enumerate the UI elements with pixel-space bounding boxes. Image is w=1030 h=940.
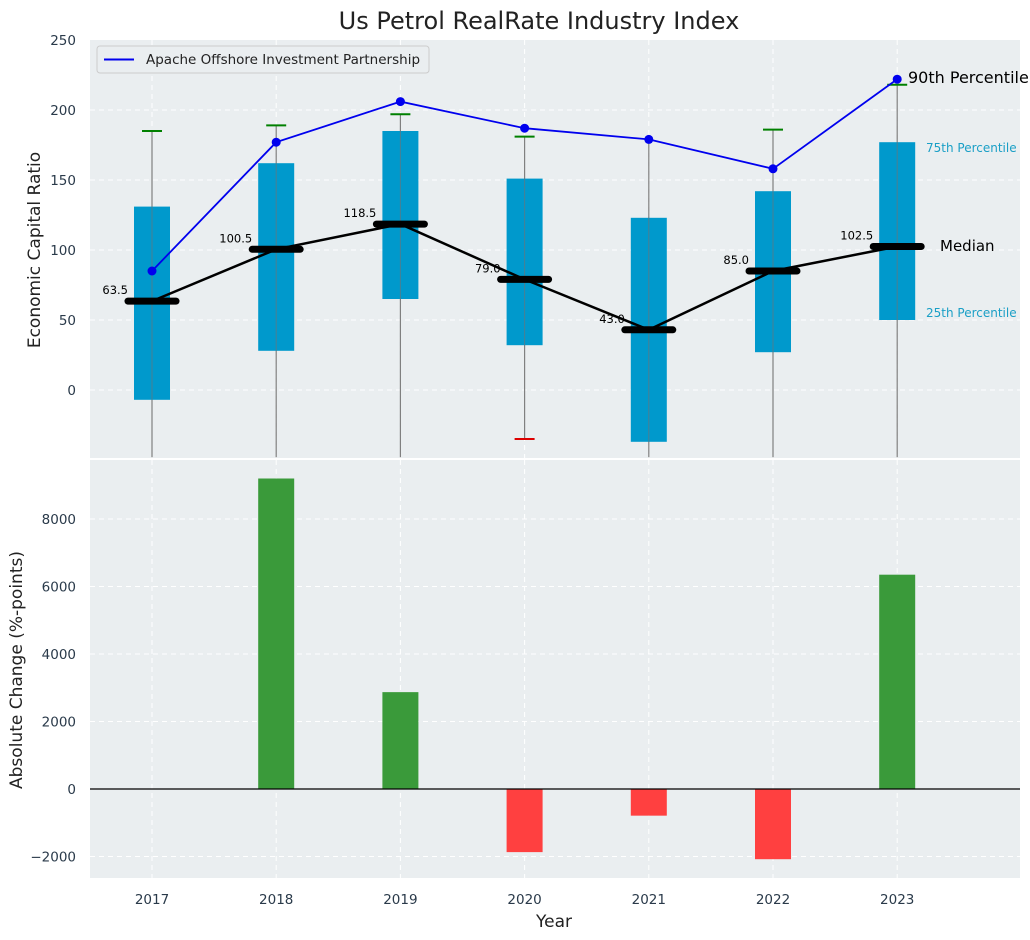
xtick-2023: 2023: [880, 892, 914, 908]
median-label-2021: 43.0: [599, 312, 625, 326]
chart-title: Us Petrol RealRate Industry Index: [339, 7, 740, 35]
bottom-ytick-0: 0: [67, 782, 76, 798]
change-bar-2020: [506, 789, 543, 853]
bottom-ytick-6000: 6000: [42, 580, 76, 596]
median-annotation: Median: [940, 237, 995, 255]
change-bar-2021: [630, 789, 667, 816]
xtick-2019: 2019: [383, 892, 417, 908]
company-series: [147, 74, 902, 276]
company-point-2018: [271, 137, 281, 147]
company-point-2020: [520, 123, 530, 133]
median-label-2020: 79.0: [475, 261, 501, 275]
xtick-2018: 2018: [259, 892, 293, 908]
median-label-2018: 100.5: [219, 231, 252, 245]
median-label-2019: 118.5: [343, 206, 376, 220]
x-tick-labels: 2017 2018 2019 2020 2021 2022 2023: [135, 892, 915, 908]
company-point-2021: [644, 134, 654, 144]
xtick-2017: 2017: [135, 892, 169, 908]
bottom-plot-area: [90, 460, 1020, 878]
bottom-y-tick-labels: −2000 0 2000 4000 6000 8000: [30, 512, 76, 866]
x-axis-label: Year: [535, 912, 572, 932]
change-bars: [258, 478, 916, 860]
median-trend: [124, 220, 925, 334]
bottom-ytick-8000: 8000: [42, 512, 76, 528]
bottom-ytick-4000: 4000: [42, 647, 76, 663]
median-value-labels: 63.5 100.5 118.5 79.0 43.0 85.0 102.5: [102, 206, 873, 326]
bottom-ytick--2000: −2000: [30, 850, 76, 866]
company-point-2017: [147, 266, 157, 276]
median-label-2023: 102.5: [840, 229, 873, 243]
top-ytick-250: 250: [50, 33, 76, 49]
top-ytick-50: 50: [59, 313, 76, 329]
company-point-2022: [768, 164, 778, 174]
top-y-tick-labels: 0 50 100 150 200 250: [50, 33, 76, 399]
xtick-2021: 2021: [632, 892, 666, 908]
p90-annotation: 90th Percentile: [908, 68, 1029, 87]
median-label-2017: 63.5: [102, 283, 128, 297]
top-y-axis-label: Economic Capital Ratio: [25, 152, 45, 348]
p75-annotation: 75th Percentile: [926, 141, 1017, 155]
legend: Apache Offshore Investment Partnership: [96, 45, 430, 74]
change-bar-2022: [755, 789, 791, 860]
bottom-ytick-2000: 2000: [42, 715, 76, 731]
top-ytick-200: 200: [50, 103, 76, 119]
median-label-2022: 85.0: [723, 253, 749, 267]
top-ytick-0: 0: [67, 383, 76, 399]
top-ytick-100: 100: [50, 243, 76, 259]
change-bar-2018: [258, 478, 295, 789]
xtick-2020: 2020: [507, 892, 541, 908]
legend-entry-company: Apache Offshore Investment Partnership: [146, 52, 420, 68]
p25-annotation: 25th Percentile: [926, 306, 1017, 320]
whisker-caps: [142, 83, 908, 440]
change-bar-2023: [879, 574, 916, 789]
company-point-2023: [892, 74, 902, 84]
change-bar-2019: [382, 692, 419, 789]
company-point-2019: [395, 97, 405, 107]
xtick-2022: 2022: [756, 892, 790, 908]
bottom-y-axis-label: Absolute Change (%-points): [7, 551, 27, 789]
top-ytick-150: 150: [50, 173, 76, 189]
